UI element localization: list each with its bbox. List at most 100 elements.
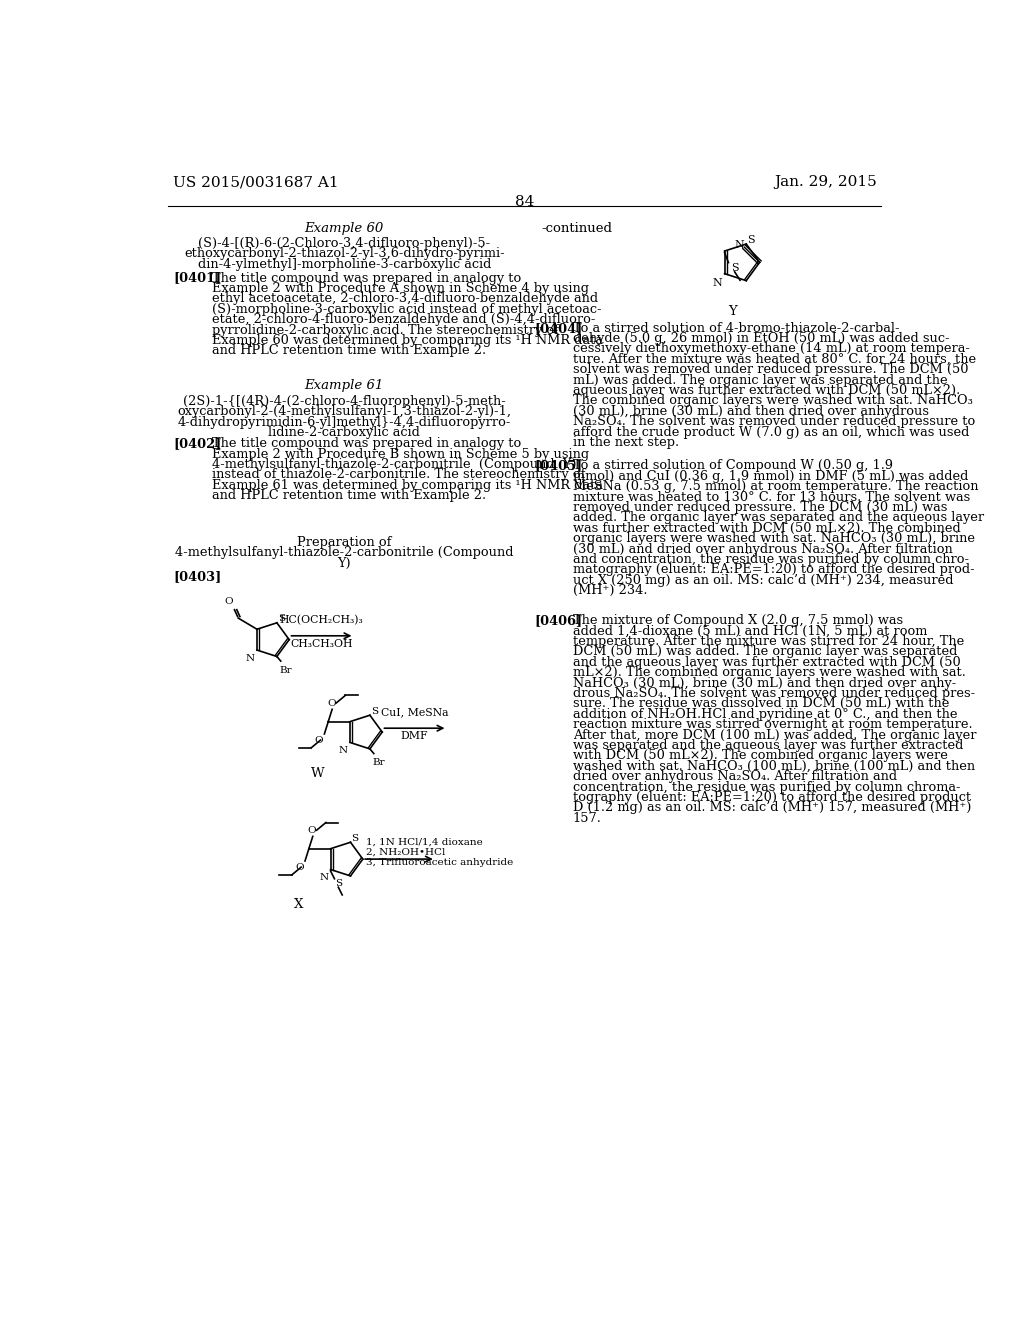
Text: DMF: DMF [400, 731, 428, 742]
Text: mmol) and CuI (0.36 g, 1.9 mmol) in DMF (5 mL) was added: mmol) and CuI (0.36 g, 1.9 mmol) in DMF … [572, 470, 969, 483]
Text: 3, Trifluoroacetic anhydride: 3, Trifluoroacetic anhydride [366, 858, 513, 867]
Text: ture. After the mixture was heated at 80° C. for 24 hours, the: ture. After the mixture was heated at 80… [572, 352, 976, 366]
Text: US 2015/0031687 A1: US 2015/0031687 A1 [173, 176, 339, 189]
Text: matography (eluent: EA:PE=1:20) to afford the desired prod-: matography (eluent: EA:PE=1:20) to affor… [572, 564, 975, 577]
Text: temperature. After the mixture was stirred for 24 hour, The: temperature. After the mixture was stirr… [572, 635, 965, 648]
Text: [0404]: [0404] [535, 322, 583, 335]
Text: [0402]: [0402] [173, 437, 221, 450]
Text: [0405]: [0405] [535, 459, 583, 473]
Text: added 1,4-dioxane (5 mL) and HCl (1N, 5 mL) at room: added 1,4-dioxane (5 mL) and HCl (1N, 5 … [572, 624, 927, 638]
Text: concentration, the residue was purified by column chroma-: concentration, the residue was purified … [572, 780, 961, 793]
Text: instead of thiazole-2-carbonitrile. The stereochemistry of: instead of thiazole-2-carbonitrile. The … [212, 469, 585, 482]
Text: mL) was added. The organic layer was separated and the: mL) was added. The organic layer was sep… [572, 374, 947, 387]
Text: lidine-2-carboxylic acid: lidine-2-carboxylic acid [268, 426, 420, 440]
Text: (S)-morpholine-3-carboxylic acid instead of methyl acetoac-: (S)-morpholine-3-carboxylic acid instead… [212, 302, 601, 315]
Text: was further extracted with DCM (50 mL×2). The combined: was further extracted with DCM (50 mL×2)… [572, 521, 961, 535]
Text: mixture was heated to 130° C. for 13 hours. The solvent was: mixture was heated to 130° C. for 13 hou… [572, 491, 970, 504]
Text: (30 mL), brine (30 mL) and then dried over anhydrous: (30 mL), brine (30 mL) and then dried ov… [572, 405, 929, 418]
Text: was separated and the aqueous layer was further extracted: was separated and the aqueous layer was … [572, 739, 964, 752]
Text: [0401]: [0401] [173, 272, 221, 285]
Text: pyrrolidine-2-carboxylic acid. The stereochemistry of: pyrrolidine-2-carboxylic acid. The stere… [212, 323, 558, 337]
Text: Example 60: Example 60 [304, 222, 384, 235]
Text: (30 mL) and dried over anhydrous Na₂SO₄. After filtration: (30 mL) and dried over anhydrous Na₂SO₄.… [572, 543, 952, 556]
Text: The combined organic layers were washed with sat. NaHCO₃: The combined organic layers were washed … [572, 395, 973, 408]
Text: 4-dihydropyrimidin-6-yl]methyl}-4,4-difluoropyrro-: 4-dihydropyrimidin-6-yl]methyl}-4,4-difl… [177, 416, 511, 429]
Text: aqueous layer was further extracted with DCM (50 mL×2).: aqueous layer was further extracted with… [572, 384, 961, 397]
Text: din-4-ylmethyl]-morpholine-3-carboxylic acid: din-4-ylmethyl]-morpholine-3-carboxylic … [198, 257, 490, 271]
Text: The title compound was prepared in analogy to: The title compound was prepared in analo… [212, 437, 521, 450]
Text: with DCM (50 mL×2). The combined organic layers were: with DCM (50 mL×2). The combined organic… [572, 750, 948, 763]
Text: drous Na₂SO₄. The solvent was removed under reduced pres-: drous Na₂SO₄. The solvent was removed un… [572, 686, 975, 700]
Text: [0403]: [0403] [173, 570, 221, 583]
Text: After that, more DCM (100 mL) was added. The organic layer: After that, more DCM (100 mL) was added.… [572, 729, 976, 742]
Text: MeSNa (0.53 g, 7.5 mmol) at room temperature. The reaction: MeSNa (0.53 g, 7.5 mmol) at room tempera… [572, 480, 978, 494]
Text: O: O [224, 598, 232, 606]
Text: Na₂SO₄. The solvent was removed under reduced pressure to: Na₂SO₄. The solvent was removed under re… [572, 416, 975, 428]
Text: O: O [314, 735, 324, 744]
Text: Y: Y [728, 305, 737, 318]
Text: D (1.2 mg) as an oil. MS: calc’d (MH⁺) 157, measured (MH⁺): D (1.2 mg) as an oil. MS: calc’d (MH⁺) 1… [572, 801, 971, 814]
Text: S: S [351, 834, 358, 843]
Text: N: N [713, 277, 722, 288]
Text: HC(OCH₂CH₃)₃: HC(OCH₂CH₃)₃ [280, 615, 364, 626]
Text: S: S [371, 706, 378, 715]
Text: reaction mixture was stirred overnight at room temperature.: reaction mixture was stirred overnight a… [572, 718, 973, 731]
Text: N: N [339, 746, 347, 755]
Text: tography (eluent: EA:PE=1:20) to afford the desired product: tography (eluent: EA:PE=1:20) to afford … [572, 791, 971, 804]
Text: Br: Br [372, 758, 385, 767]
Text: 4-methylsulfanyl-thiazole-2-carbonitrile (Compound: 4-methylsulfanyl-thiazole-2-carbonitrile… [175, 546, 513, 560]
Text: and HPLC retention time with Example 2.: and HPLC retention time with Example 2. [212, 490, 485, 502]
Text: ethyl acetoacetate, 2-chloro-3,4-difluoro-benzaldehyde and: ethyl acetoacetate, 2-chloro-3,4-difluor… [212, 293, 598, 305]
Text: Example 2 with Procedure B shown in Scheme 5 by using: Example 2 with Procedure B shown in Sche… [212, 447, 589, 461]
Text: sure. The residue was dissolved in DCM (50 mL) with the: sure. The residue was dissolved in DCM (… [572, 697, 949, 710]
Text: W: W [311, 767, 325, 780]
Text: Example 61: Example 61 [304, 379, 384, 392]
Text: organic layers were washed with sat. NaHCO₃ (30 mL), brine: organic layers were washed with sat. NaH… [572, 532, 975, 545]
Text: 2, NH₂OH•HCl: 2, NH₂OH•HCl [366, 847, 445, 857]
Text: (MH⁺) 234.: (MH⁺) 234. [572, 585, 647, 597]
Text: O: O [327, 698, 336, 708]
Text: -continued: -continued [542, 222, 612, 235]
Text: N: N [319, 874, 329, 882]
Text: Example 60 was determined by comparing its ¹H NMR data: Example 60 was determined by comparing i… [212, 334, 603, 347]
Text: and the aqueous layer was further extracted with DCM (50: and the aqueous layer was further extrac… [572, 656, 961, 669]
Text: 157.: 157. [572, 812, 602, 825]
Text: O: O [295, 863, 304, 871]
Text: and HPLC retention time with Example 2.: and HPLC retention time with Example 2. [212, 345, 485, 358]
Text: ethoxycarbonyl-2-thiazol-2-yl-3,6-dihydro-pyrimi-: ethoxycarbonyl-2-thiazol-2-yl-3,6-dihydr… [184, 247, 505, 260]
Text: 4-methylsulfanyl-thiazole-2-carbonitrile  (Compound  Y): 4-methylsulfanyl-thiazole-2-carbonitrile… [212, 458, 577, 471]
Text: Jan. 29, 2015: Jan. 29, 2015 [774, 176, 877, 189]
Text: afford the crude product W (7.0 g) as an oil, which was used: afford the crude product W (7.0 g) as an… [572, 425, 970, 438]
Text: To a stirred solution of 4-bromo-thiazole-2-carbal-: To a stirred solution of 4-bromo-thiazol… [572, 322, 899, 335]
Text: mL×2). The combined organic layers were washed with sat.: mL×2). The combined organic layers were … [572, 667, 966, 680]
Text: etate, 2-chloro-4-fluoro-benzaldehyde and (S)-4,4-difluoro-: etate, 2-chloro-4-fluoro-benzaldehyde an… [212, 313, 595, 326]
Text: NaHCO₃ (30 mL), brine (30 mL) and then dried over anhy-: NaHCO₃ (30 mL), brine (30 mL) and then d… [572, 677, 956, 689]
Text: N: N [734, 240, 743, 249]
Text: 84: 84 [515, 195, 535, 210]
Text: S: S [278, 614, 285, 623]
Text: washed with sat. NaHCO₃ (100 mL), brine (100 mL) and then: washed with sat. NaHCO₃ (100 mL), brine … [572, 760, 975, 772]
Text: S: S [748, 235, 755, 246]
Text: in the next step.: in the next step. [572, 436, 679, 449]
Text: The mixture of Compound X (2.0 g, 7.5 mmol) was: The mixture of Compound X (2.0 g, 7.5 mm… [572, 614, 903, 627]
Text: The title compound was prepared in analogy to: The title compound was prepared in analo… [212, 272, 521, 285]
Text: dehyde (5.0 g, 26 mmol) in EtOH (50 mL) was added suc-: dehyde (5.0 g, 26 mmol) in EtOH (50 mL) … [572, 333, 949, 345]
Text: 1, 1N HCl/1,4 dioxane: 1, 1N HCl/1,4 dioxane [366, 838, 482, 847]
Text: (S)-4-[(R)-6-(2-Chloro-3,4-difluoro-phenyl)-5-: (S)-4-[(R)-6-(2-Chloro-3,4-difluoro-phen… [199, 238, 490, 249]
Text: O: O [307, 826, 316, 834]
Text: uct X (250 mg) as an oil. MS: calc’d (MH⁺) 234, measured: uct X (250 mg) as an oil. MS: calc’d (MH… [572, 574, 953, 587]
Text: cessively diethoxymethoxy-ethane (14 mL) at room tempera-: cessively diethoxymethoxy-ethane (14 mL)… [572, 342, 970, 355]
Text: removed under reduced pressure. The DCM (30 mL) was: removed under reduced pressure. The DCM … [572, 502, 947, 513]
Text: oxycarbonyl-2-(4-methylsulfanyl-1,3-thiazol-2-yl)-1,: oxycarbonyl-2-(4-methylsulfanyl-1,3-thia… [177, 405, 511, 418]
Text: addition of NH₂OH.HCl and pyridine at 0° C., and then the: addition of NH₂OH.HCl and pyridine at 0°… [572, 708, 957, 721]
Text: and concentration, the residue was purified by column chro-: and concentration, the residue was purif… [572, 553, 969, 566]
Text: CH₃CH₃OH: CH₃CH₃OH [290, 639, 352, 649]
Text: Y): Y) [338, 557, 351, 569]
Text: S: S [731, 263, 738, 273]
Text: added. The organic layer was separated and the aqueous layer: added. The organic layer was separated a… [572, 511, 984, 524]
Text: X: X [294, 898, 303, 911]
Text: CuI, MeSNa: CuI, MeSNa [381, 708, 449, 718]
Text: Br: Br [280, 665, 292, 675]
Text: [0406]: [0406] [535, 614, 583, 627]
Text: solvent was removed under reduced pressure. The DCM (50: solvent was removed under reduced pressu… [572, 363, 969, 376]
